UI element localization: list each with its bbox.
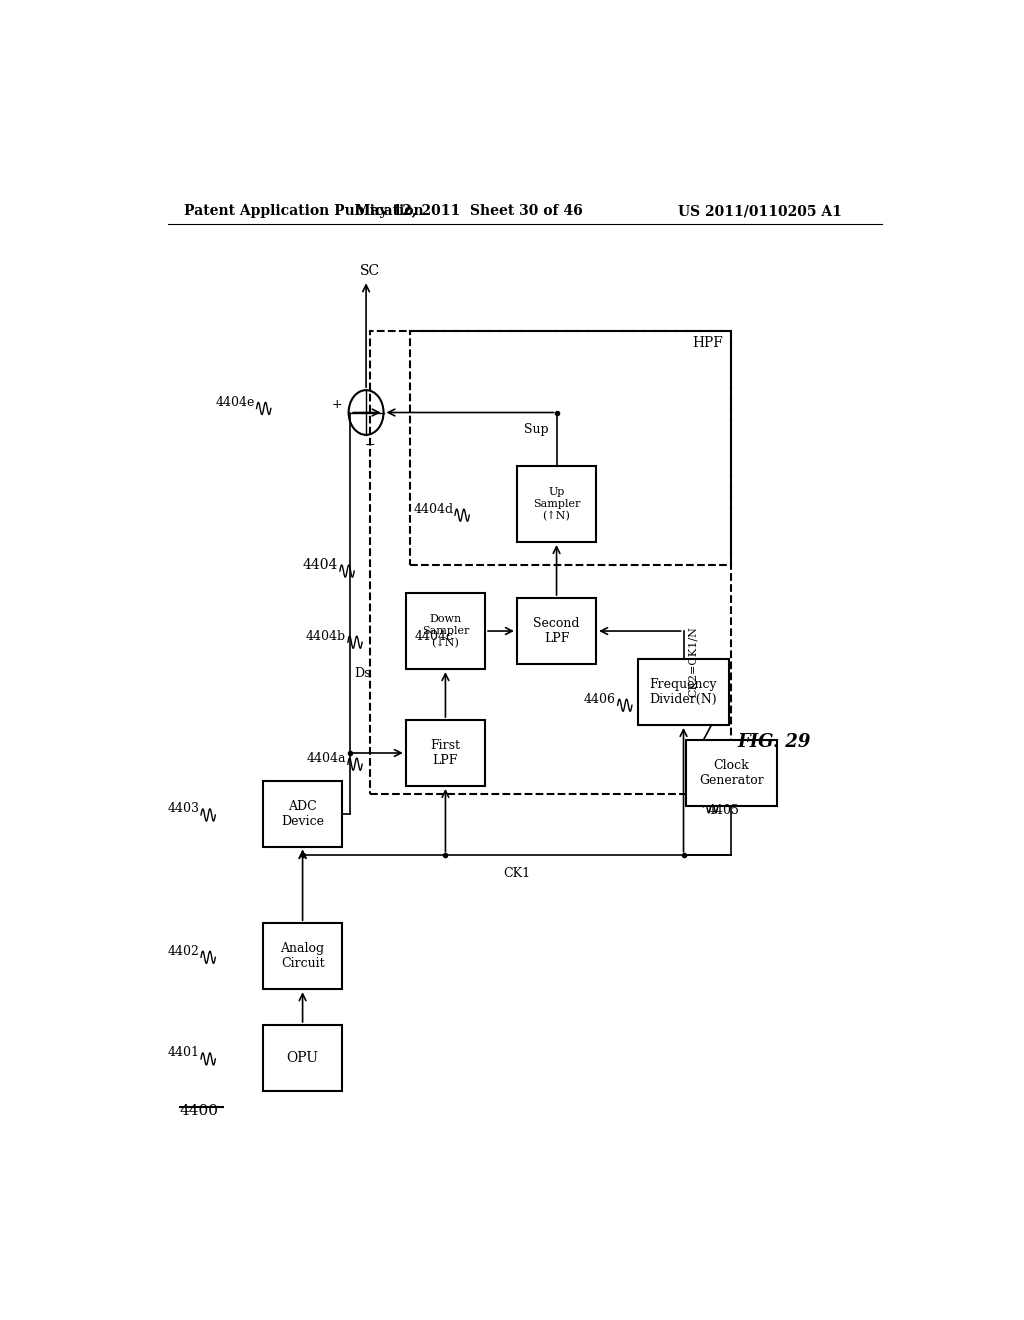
FancyBboxPatch shape bbox=[685, 741, 777, 807]
Text: CK1: CK1 bbox=[504, 867, 530, 880]
Text: −: − bbox=[365, 440, 376, 451]
Text: 4406: 4406 bbox=[584, 693, 616, 706]
Text: Clock
Generator: Clock Generator bbox=[698, 759, 764, 787]
Text: OPU: OPU bbox=[287, 1051, 318, 1065]
FancyBboxPatch shape bbox=[263, 781, 342, 847]
Text: Second
LPF: Second LPF bbox=[534, 616, 580, 645]
Text: 4400: 4400 bbox=[179, 1104, 218, 1118]
Text: Down
Sampler
(↓N): Down Sampler (↓N) bbox=[422, 614, 469, 648]
FancyBboxPatch shape bbox=[517, 598, 596, 664]
Text: ADC
Device: ADC Device bbox=[282, 800, 324, 828]
Text: Patent Application Publication: Patent Application Publication bbox=[183, 205, 423, 218]
Text: SC: SC bbox=[360, 264, 380, 279]
FancyBboxPatch shape bbox=[406, 719, 485, 785]
Text: 4404: 4404 bbox=[303, 558, 338, 572]
FancyBboxPatch shape bbox=[263, 1024, 342, 1090]
FancyBboxPatch shape bbox=[406, 593, 485, 669]
Text: 4405: 4405 bbox=[708, 804, 739, 817]
Text: 4404b: 4404b bbox=[306, 630, 346, 643]
Text: FIG. 29: FIG. 29 bbox=[737, 733, 810, 751]
Text: HPF: HPF bbox=[692, 337, 723, 350]
Text: 4402: 4402 bbox=[168, 945, 200, 958]
Text: 4403: 4403 bbox=[167, 803, 200, 816]
Text: First
LPF: First LPF bbox=[430, 739, 461, 767]
Text: CK2=CK1/N: CK2=CK1/N bbox=[687, 626, 697, 697]
FancyBboxPatch shape bbox=[263, 923, 342, 989]
Text: 4404a: 4404a bbox=[307, 751, 346, 764]
Text: Frequency
Divider(N): Frequency Divider(N) bbox=[649, 678, 718, 706]
Text: 4404c: 4404c bbox=[415, 630, 454, 643]
Text: 4404e: 4404e bbox=[216, 396, 255, 409]
Text: 4401: 4401 bbox=[167, 1047, 200, 1060]
Text: May 12, 2011  Sheet 30 of 46: May 12, 2011 Sheet 30 of 46 bbox=[355, 205, 583, 218]
FancyBboxPatch shape bbox=[517, 466, 596, 543]
Text: Sup: Sup bbox=[524, 422, 549, 436]
Text: Analog
Circuit: Analog Circuit bbox=[281, 942, 325, 970]
FancyBboxPatch shape bbox=[638, 659, 729, 725]
Text: +: + bbox=[332, 397, 342, 411]
Text: Up
Sampler
(↑N): Up Sampler (↑N) bbox=[532, 487, 581, 521]
Text: 4404d: 4404d bbox=[414, 503, 454, 516]
Text: Ds: Ds bbox=[354, 667, 371, 680]
Text: US 2011/0110205 A1: US 2011/0110205 A1 bbox=[678, 205, 842, 218]
